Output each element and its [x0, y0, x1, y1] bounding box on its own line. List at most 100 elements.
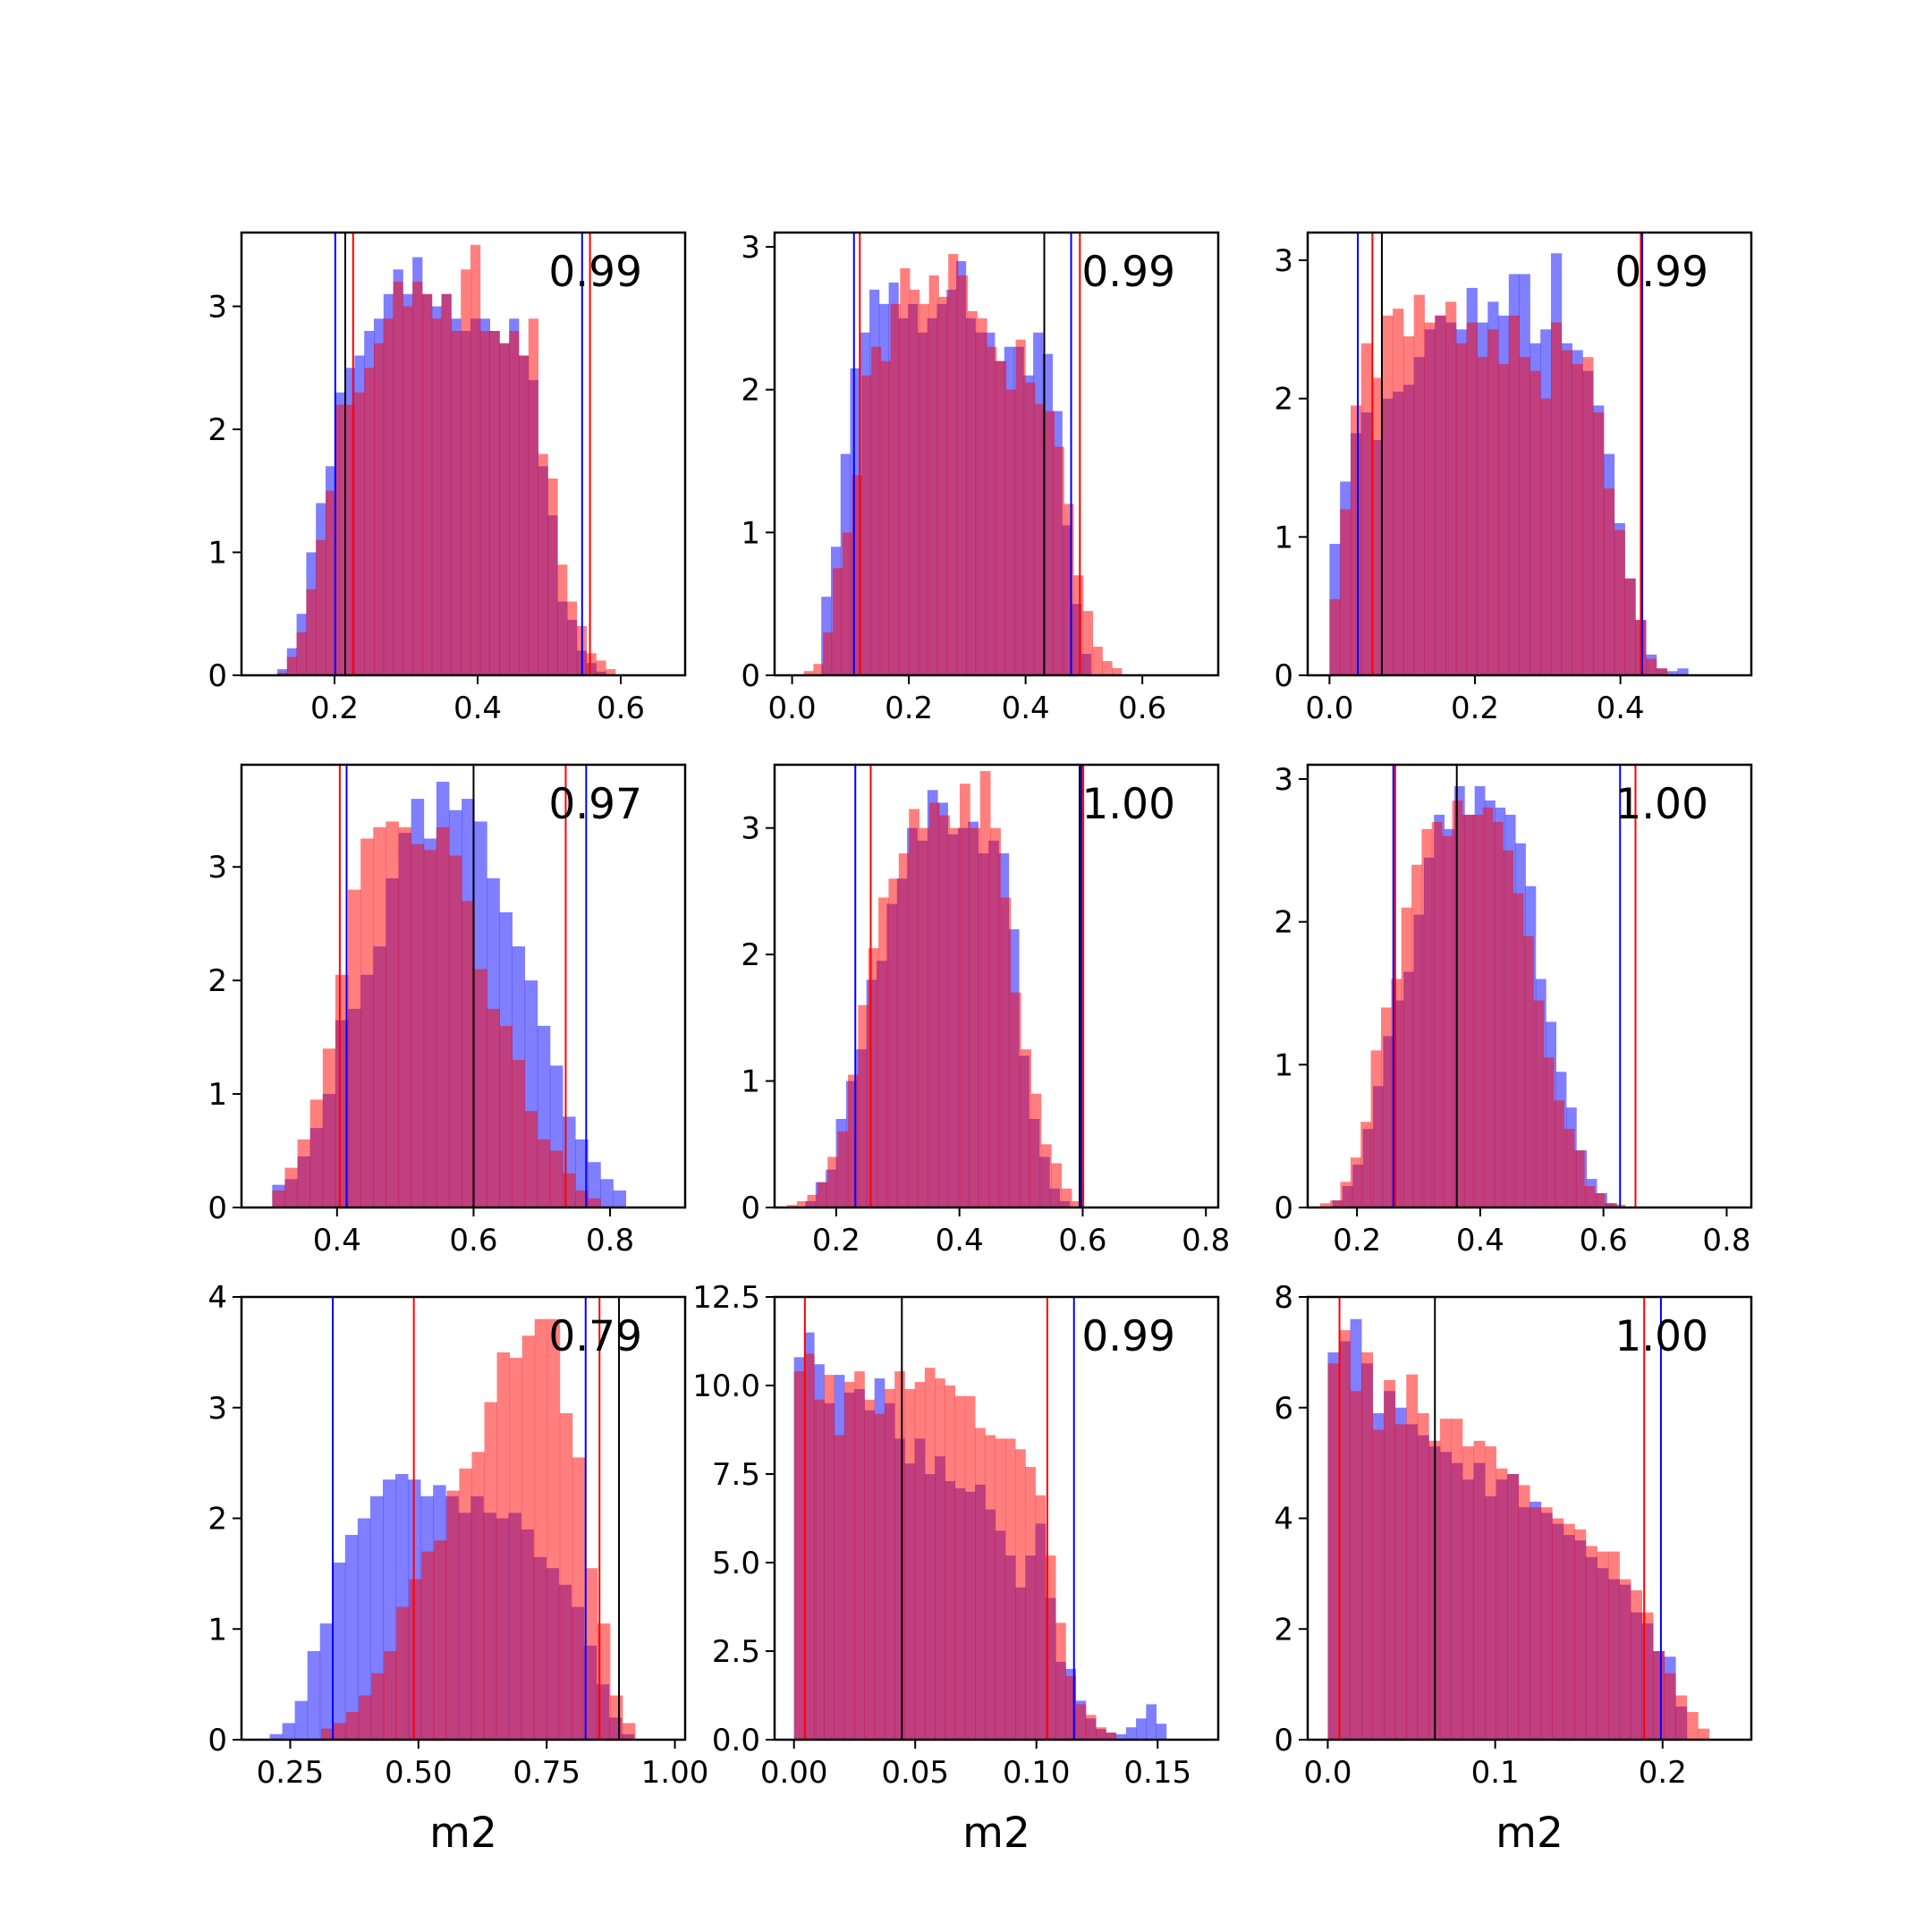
hist-bar-red [1462, 814, 1473, 1208]
hist-bar-blue [613, 1190, 627, 1208]
hist-bar-blue [269, 1733, 283, 1740]
hist-bar-red [995, 1438, 1006, 1740]
hist-bar-red [949, 827, 961, 1208]
hist-bar-red [335, 404, 345, 675]
y-tick-label: 1 [741, 1064, 760, 1100]
hist-bar-red [1061, 1188, 1072, 1208]
hist-bar-red [588, 1198, 601, 1208]
hist-bar-red [1593, 412, 1605, 675]
hist-bar-red [1435, 315, 1446, 675]
hist-bar-red [928, 802, 940, 1208]
hist-bar-red [904, 1388, 916, 1740]
y-tick-label: 2 [208, 412, 227, 448]
hist-bar-red [528, 318, 538, 675]
hist-bar-blue [332, 1563, 346, 1740]
hist-bar-red [547, 1318, 561, 1740]
hist-bar-red [549, 1150, 564, 1208]
hist-bar-red [431, 318, 442, 675]
hist-bar-red [793, 1371, 805, 1740]
hist-bar-red [1063, 504, 1074, 675]
hist-bar-red [383, 318, 394, 675]
hist-bar-red [1000, 897, 1012, 1208]
hist-bar-red [868, 948, 879, 1208]
series-red [1319, 800, 1626, 1208]
x-tick-label: 0.05 [881, 1755, 949, 1791]
y-tick-label: 1 [1274, 1047, 1293, 1083]
hist-bar-red [489, 331, 500, 675]
hist-bar-red [1507, 1474, 1520, 1740]
hist-bar-red [817, 1182, 828, 1208]
hist-bar-red [1339, 1330, 1351, 1740]
hist-bar-red [448, 855, 462, 1208]
hist-bar-red [1698, 1728, 1710, 1740]
y-tick-label: 2 [1274, 905, 1293, 941]
x-tick-label: 0.2 [1451, 691, 1499, 726]
hist-bar-red [296, 631, 307, 675]
hist-bar-red [411, 843, 425, 1208]
x-tick-label: 0.8 [1702, 1223, 1750, 1258]
x-axis-label: m2 [962, 1809, 1030, 1858]
x-tick-label: 0.0 [768, 691, 817, 726]
hist-bar-red [575, 1190, 589, 1208]
plot-area [277, 233, 616, 675]
hist-bar-blue [294, 1700, 309, 1740]
hist-bar-red [935, 1378, 945, 1740]
hist-bar-red [1518, 1485, 1530, 1740]
hist-bar-red [1519, 357, 1530, 675]
plot-area [272, 765, 627, 1208]
hist-bar-blue [1125, 1727, 1137, 1740]
plot-area [269, 1297, 636, 1740]
hist-bar-red [354, 392, 365, 675]
hist-bar-red [422, 293, 433, 675]
axes-frame [773, 231, 1220, 677]
hist-bar-red [322, 1048, 336, 1208]
x-axis-label: m2 [1496, 1809, 1563, 1858]
x-tick-label: 0.6 [1118, 691, 1166, 726]
hist-bar-red [1550, 322, 1563, 675]
x-tick-label: 0.10 [1003, 1755, 1071, 1791]
hist-bar-red [834, 1435, 845, 1740]
hist-bar-red [970, 827, 981, 1208]
hist-bar-red [496, 1352, 511, 1740]
hist-bar-red [384, 1651, 397, 1740]
hist-bar-red [1605, 1203, 1615, 1208]
hist-bar-red [1384, 1379, 1396, 1740]
x-tick-label: 0.4 [936, 1223, 984, 1258]
y-tick-label: 2 [741, 937, 760, 973]
hist-bar-red [1572, 363, 1583, 675]
hist-bar-red [1421, 828, 1433, 1208]
hist-bar-red [461, 269, 471, 675]
y-tick-label: 7.5 [712, 1457, 760, 1493]
annotation-value: 1.00 [1614, 780, 1708, 829]
hist-bar-red [813, 664, 824, 675]
hist-bar-red [1329, 598, 1341, 675]
hist-bar-red [1350, 1391, 1362, 1740]
hist-bar-red [572, 1457, 586, 1740]
axes-frame [1306, 763, 1753, 1209]
y-tick-label: 0 [208, 658, 227, 694]
hist-bar-red [1406, 1374, 1419, 1740]
hist-bar-red [1496, 1468, 1508, 1740]
x-tick-label: 0.2 [310, 691, 359, 726]
y-tick-label: 2 [1274, 1612, 1293, 1648]
hist-bar-blue [277, 669, 288, 675]
x-tick-label: 0.6 [449, 1223, 497, 1258]
hist-bar-red [374, 343, 385, 675]
y-tick-label: 5.0 [712, 1546, 760, 1581]
hist-bar-red [471, 1452, 485, 1740]
x-tick-label: 0.6 [1580, 1223, 1628, 1258]
hist-bar-red [606, 669, 616, 675]
hist-bar-red [948, 253, 959, 675]
axes-frame [240, 763, 687, 1209]
hist-bar-red [938, 296, 949, 675]
y-tick-label: 0.0 [712, 1723, 760, 1758]
x-tick-label: 0.4 [1002, 691, 1050, 726]
hist-bar-red [563, 1173, 576, 1208]
hist-bar-red [538, 453, 548, 675]
hist-bar-red [1394, 1424, 1407, 1740]
hist-bar-blue [307, 1651, 321, 1740]
hist-bar-red [421, 1551, 435, 1740]
hist-bar-red [954, 1395, 966, 1740]
hist-bar-red [1010, 992, 1021, 1208]
hist-bar-blue [1115, 1734, 1127, 1740]
